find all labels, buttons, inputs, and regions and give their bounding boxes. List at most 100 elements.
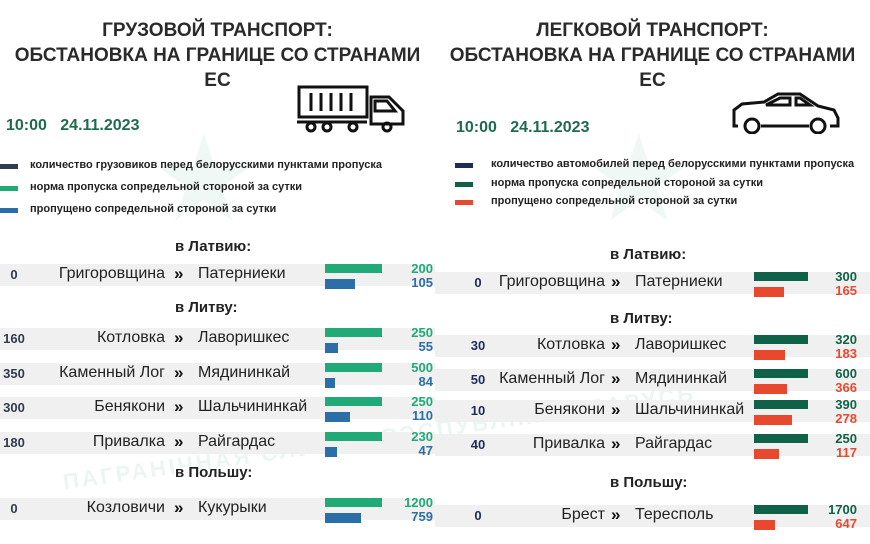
norm-bar (754, 400, 808, 409)
passed-bar (754, 520, 775, 530)
norm-value: 230 (411, 429, 433, 444)
border-crossing-row: 0 Григоровщина » Патерниеки 300 165 (435, 270, 870, 298)
passed-bar (754, 415, 793, 425)
border-crossing-row: 350 Каменный Лог » Мядининкай 500 84 (0, 360, 435, 389)
chevron-right-icon: » (611, 272, 621, 291)
title-line1: ЛЕГКОВОЙ ТРАНСПОРТ: (536, 20, 769, 41)
destination-checkpoint: Мядининкай (198, 364, 291, 381)
norm-value: 250 (411, 325, 433, 340)
destination-checkpoint: Тересполь (635, 506, 714, 523)
legend-swatch (0, 208, 18, 213)
norm-bar (754, 434, 808, 443)
norm-bar (325, 498, 382, 507)
passed-value: 55 (418, 339, 433, 354)
norm-value: 250 (835, 431, 857, 446)
section-header: в Латвию: (175, 238, 252, 255)
chevron-right-icon: » (611, 505, 621, 524)
chevron-right-icon: » (611, 434, 621, 453)
origin-checkpoint: Бенякони (94, 398, 165, 415)
passed-bar (325, 279, 355, 289)
border-crossing-row: 0 Григоровщина » Патерниеки 200 105 (0, 262, 435, 290)
border-crossing-row: 180 Привалка » Райгардас 230 47 (0, 429, 435, 458)
date-value: 24.11.2023 (510, 119, 590, 136)
origin-checkpoint: Котловка (536, 336, 605, 353)
border-crossing-row: 160 Котловка » Лавоpишкес 250 55 (0, 325, 435, 354)
title-line2: ОБСТАНОВКА НА ГРАНИЦЕ СО СТРАНАМИ ЕС (14, 45, 421, 91)
passed-value: 278 (835, 411, 857, 426)
chevron-right-icon: » (174, 363, 184, 382)
car-icon (732, 92, 840, 134)
legend-item: норма пропуска сопредельной стороной за … (491, 177, 764, 189)
destination-checkpoint: Райгардас (198, 433, 276, 450)
origin-checkpoint: Каменный Лог (59, 364, 165, 381)
passed-value: 366 (835, 380, 857, 395)
norm-value: 320 (835, 332, 857, 347)
passed-value: 117 (836, 445, 857, 460)
queue-count: 0 (474, 275, 482, 290)
destination-checkpoint: Райгардас (635, 435, 713, 452)
passed-value: 47 (418, 443, 433, 458)
legend-item: пропущено сопредельной стороной за сутки (491, 195, 738, 207)
queue-count: 0 (10, 267, 18, 282)
passed-value: 84 (418, 374, 433, 389)
origin-checkpoint: Привалка (532, 435, 605, 452)
destination-checkpoint: Шальчининкай (198, 398, 308, 415)
legend-item: норма пропуска сопредельной стороной за … (30, 181, 303, 193)
queue-count: 40 (470, 437, 486, 452)
border-crossing-row: 10 Бенякони » Шальчининкай 390 278 (435, 397, 870, 426)
legend-item: пропущено сопредельной стороной за сутки (30, 203, 277, 215)
border-crossing-row: 0 Козловичи » Кукурыки 1200 759 (0, 495, 435, 524)
legend-item: количество грузовиков перед белорусскими… (30, 159, 382, 171)
passed-value: 183 (835, 346, 857, 361)
passed-value: 165 (835, 283, 857, 298)
norm-value: 500 (411, 360, 433, 375)
norm-value: 1700 (828, 502, 857, 517)
legend-swatch (455, 182, 473, 187)
chevron-right-icon: » (174, 328, 184, 347)
time: 10:00 24.11.2023 (6, 117, 139, 135)
passed-bar (325, 412, 351, 422)
queue-count: 10 (470, 403, 486, 418)
chevron-right-icon: » (611, 400, 621, 419)
destination-checkpoint: Шальчининкай (635, 401, 745, 418)
passed-value: 759 (411, 509, 433, 524)
title-line1: ГРУЗОВОЙ ТРАНСПОРТ: (102, 20, 333, 41)
border-crossing-row: 30 Котловка » Лавоpишкес 320 183 (435, 332, 870, 361)
norm-value: 1200 (404, 495, 433, 510)
passed-bar (325, 513, 362, 523)
section-header: в Литву: (610, 310, 673, 327)
legend-swatch (455, 200, 473, 205)
section-header: в Польшу: (175, 464, 253, 481)
passed-bar (325, 378, 335, 388)
norm-bar (754, 335, 808, 344)
passed-value: 647 (835, 516, 857, 531)
norm-bar (325, 264, 382, 273)
destination-checkpoint: Мядининкай (635, 370, 728, 387)
origin-checkpoint: Брест (561, 506, 605, 523)
destination-checkpoint: Кукурыки (198, 499, 267, 516)
norm-bar (325, 432, 382, 441)
passed-bar (754, 384, 787, 394)
passed-value: 110 (412, 408, 433, 423)
legend-swatch (0, 186, 18, 191)
origin-checkpoint: Козловичи (86, 499, 165, 516)
time: 10:00 24.11.2023 (456, 119, 589, 137)
section-header: в Литву: (175, 299, 238, 316)
origin-checkpoint: Котловка (96, 329, 165, 346)
legend-item: количество автомобилей перед белорусским… (491, 158, 855, 170)
norm-bar (754, 369, 808, 378)
title-line2: ОБСТАНОВКА НА ГРАНИЦЕ СО СТРАНАМИ ЕС (449, 45, 856, 91)
queue-count: 160 (3, 331, 25, 346)
norm-value: 390 (835, 397, 857, 412)
queue-count: 30 (470, 338, 486, 353)
origin-checkpoint: Григоровщина (498, 273, 605, 290)
chevron-right-icon: » (611, 335, 621, 354)
watermark-emblem-icon: ★ (150, 112, 258, 246)
norm-bar (754, 505, 808, 514)
date-value: 24.11.2023 (60, 117, 140, 134)
passed-bar (754, 350, 785, 360)
norm-value: 250 (411, 394, 433, 409)
chevron-right-icon: » (174, 397, 184, 416)
norm-bar (325, 397, 382, 406)
chevron-right-icon: » (174, 498, 184, 517)
